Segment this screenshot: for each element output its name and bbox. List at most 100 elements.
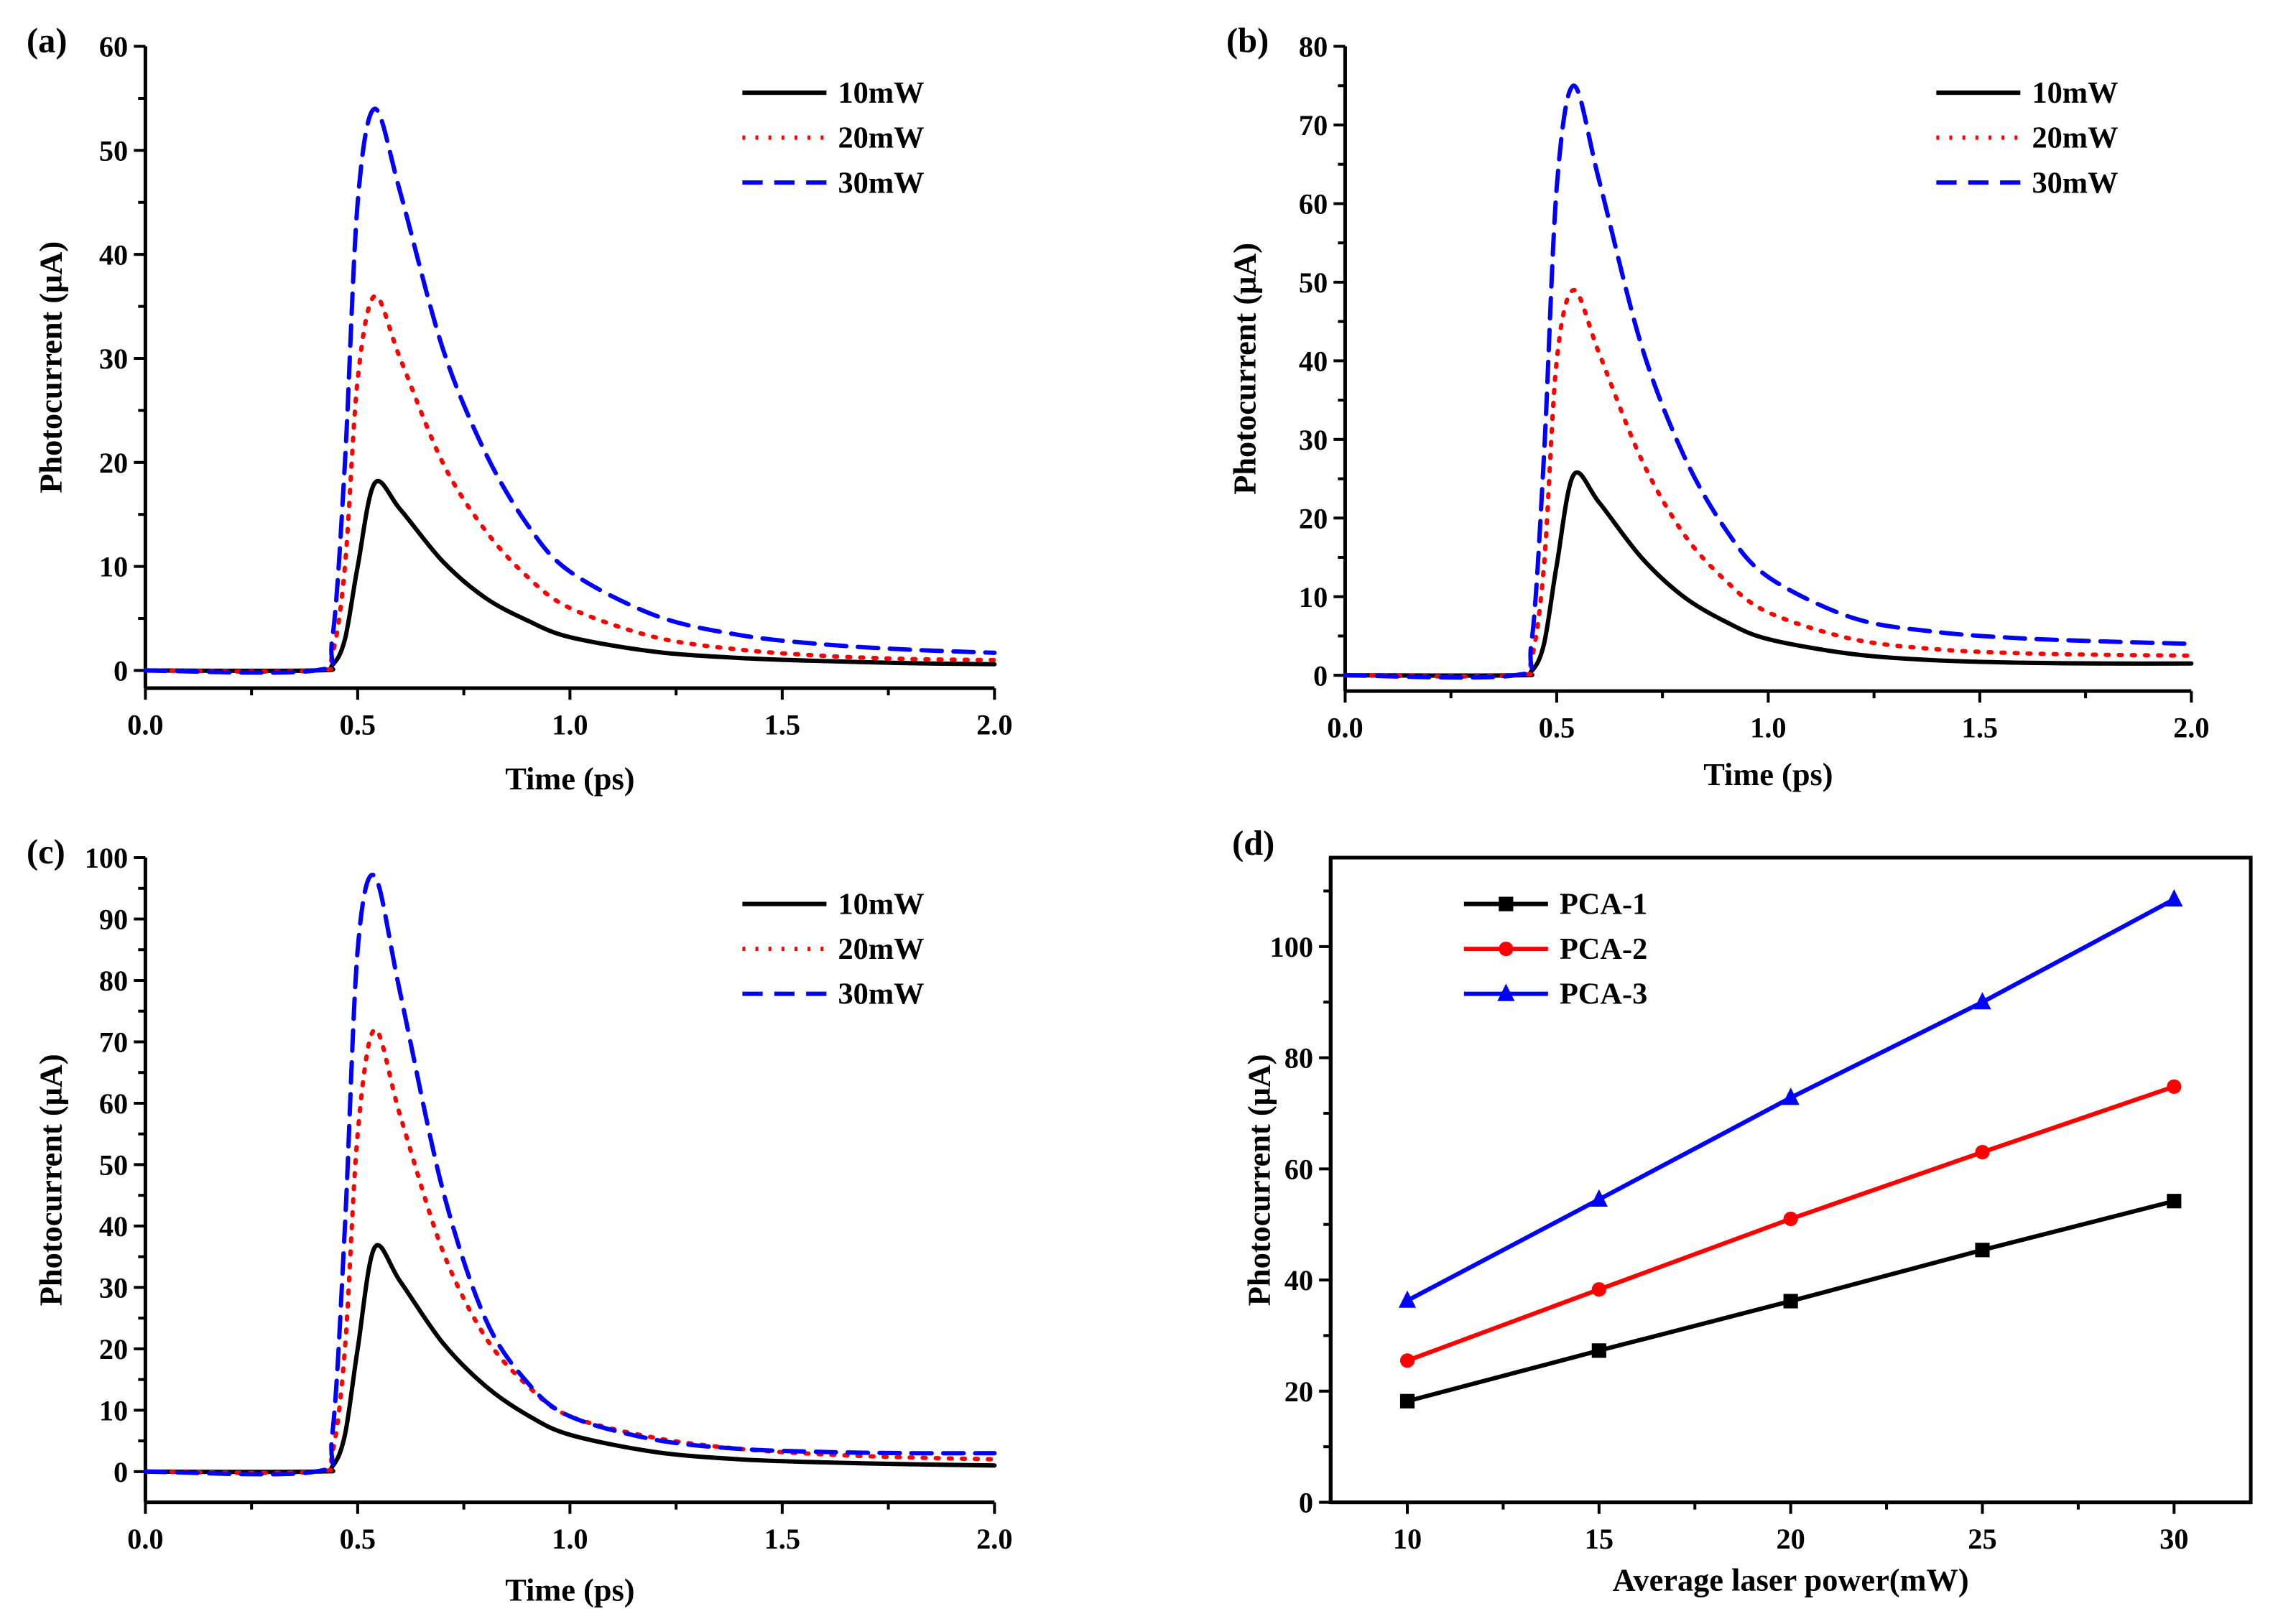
data-point-circle (1399, 1353, 1415, 1368)
y-tick-label: 50 (99, 134, 128, 167)
series-20mw-line (143, 1027, 997, 1475)
y-tick-label: 60 (1284, 1153, 1313, 1185)
legend-marker-circle (1499, 942, 1514, 957)
x-tick-label: 15 (1585, 1523, 1614, 1555)
x-axis-label: Time (ps) (505, 761, 634, 797)
y-tick-label: 80 (1284, 1042, 1313, 1075)
chart-panel-c: (c) 0.0 0.5 1.0 1.5 2.0 0 10 20 30 40 50 60 70 80 90 100… (27, 833, 1013, 1608)
legend-marker-square (1499, 896, 1514, 911)
legend-label: 30mW (838, 166, 925, 200)
panel-label: (b) (1226, 22, 1269, 60)
data-point-circle (1591, 1282, 1606, 1297)
y-tick-label: 10 (1299, 581, 1328, 613)
y-tick-label: 30 (1299, 424, 1328, 456)
y-tick-label: 40 (1284, 1264, 1313, 1296)
x-tick-label: 0.5 (1539, 712, 1575, 744)
chart-panel-a: (a) 0.0 0.5 1.0 1.5 2.0 0 10 20 30 40 50 60 Time (ps)… (27, 22, 1013, 797)
chart-panel-b: (b) 0.0 0.5 1.0 1.5 2.0 0 10 20 30 40 50 60 70 80 Time … (1226, 22, 2209, 793)
y-tick-label: 100 (85, 842, 128, 874)
legend-marker-triangle (1497, 983, 1515, 1001)
y-tick-label: 50 (99, 1149, 128, 1182)
legend-label: 10mW (838, 76, 925, 110)
x-tick-label: 25 (1968, 1523, 1996, 1555)
y-tick-label: 20 (99, 1333, 128, 1365)
plot-frame (1328, 855, 2253, 1505)
x-tick-label: 1.0 (552, 1523, 588, 1555)
y-tick-label: 0 (1299, 1487, 1313, 1519)
data-point-triangle (1782, 1087, 1800, 1105)
x-tick-label: 0.5 (340, 1523, 376, 1555)
y-tick-label: 40 (99, 1210, 128, 1243)
y-tick-label: 80 (99, 965, 128, 997)
series-20mw-line (1343, 287, 2194, 679)
y-tick-label: 30 (99, 1272, 128, 1304)
y-tick-label: 30 (99, 343, 128, 375)
x-tick-label: 0.0 (127, 1523, 163, 1555)
y-axis-label: Photocurrent (μA) (1226, 243, 1262, 495)
x-axis-label: Time (ps) (505, 1572, 634, 1608)
data-point-circle (1975, 1145, 1990, 1160)
panel-label: (a) (27, 22, 67, 60)
data-point-square (1591, 1343, 1606, 1358)
chart-panel-d: (d) 10 15 20 25 30 0 20 40 60 80 100 Average laser p… (1232, 825, 2253, 1598)
y-tick-label: 60 (1299, 188, 1328, 221)
legend-label: 20mW (2032, 121, 2118, 155)
series-30mw-line (143, 106, 997, 675)
x-tick-label: 1.0 (1750, 712, 1786, 744)
data-point-square (2167, 1194, 2182, 1209)
y-tick-label: 10 (99, 1394, 128, 1426)
x-tick-label: 1.5 (764, 1523, 800, 1555)
y-tick-label: 0 (114, 1456, 128, 1488)
x-tick-label: 1.5 (1962, 712, 1998, 744)
legend-label: PCA-1 (1560, 888, 1647, 922)
series-10mw-line (143, 1243, 997, 1475)
series-10mw-line (143, 479, 997, 673)
x-axis-label: Time (ps) (1703, 756, 1833, 792)
legend-label: 20mW (838, 121, 925, 155)
y-tick-label: 20 (99, 447, 128, 479)
y-tick-label: 70 (1299, 109, 1328, 141)
panel-label: (c) (27, 833, 65, 871)
data-point-circle (2167, 1079, 2182, 1094)
x-tick-label: 2.0 (2173, 712, 2209, 744)
y-tick-label: 20 (1299, 502, 1328, 534)
data-point-triangle (1590, 1189, 1608, 1207)
data-point-triangle (1398, 1290, 1417, 1308)
x-axis-label: Average laser power(mW) (1613, 1562, 1969, 1598)
y-tick-label: 0 (1313, 659, 1328, 692)
series-10mw-line (1343, 470, 2194, 678)
y-tick-label: 70 (99, 1026, 128, 1059)
y-tick-label: 40 (1299, 345, 1328, 377)
legend-label: PCA-3 (1560, 978, 1647, 1011)
y-axis-label: Photocurrent (μA) (32, 1054, 68, 1306)
data-point-circle (1783, 1211, 1798, 1227)
data-point-triangle (2165, 888, 2183, 907)
x-tick-label: 30 (2159, 1523, 2188, 1555)
y-tick-label: 20 (1284, 1375, 1313, 1408)
y-tick-label: 50 (1299, 266, 1328, 299)
series-30mw-line (1343, 83, 2194, 680)
data-point-triangle (1973, 992, 1991, 1010)
x-tick-label: 0.5 (340, 709, 376, 741)
y-axis-label: Photocurrent (μA) (1241, 1054, 1277, 1306)
y-tick-label: 80 (1299, 31, 1328, 63)
legend-label: 10mW (2032, 76, 2118, 110)
y-tick-label: 40 (99, 238, 128, 271)
y-tick-label: 60 (99, 1087, 128, 1120)
x-tick-label: 2.0 (976, 1523, 1012, 1555)
legend-label: PCA-2 (1560, 932, 1647, 966)
y-tick-label: 0 (114, 655, 128, 687)
y-tick-label: 90 (99, 904, 128, 936)
x-tick-label: 0.0 (1327, 712, 1363, 744)
series-20mw-line (143, 294, 997, 674)
y-tick-label: 100 (1270, 931, 1313, 963)
series-30mw-line (143, 873, 997, 1477)
x-tick-label: 10 (1393, 1523, 1422, 1555)
legend-label: 20mW (838, 932, 925, 966)
x-tick-label: 1.0 (552, 709, 588, 741)
data-point-square (1975, 1243, 1990, 1258)
x-tick-label: 20 (1776, 1523, 1805, 1555)
legend-label: 10mW (838, 888, 925, 922)
legend-label: 30mW (838, 978, 925, 1011)
